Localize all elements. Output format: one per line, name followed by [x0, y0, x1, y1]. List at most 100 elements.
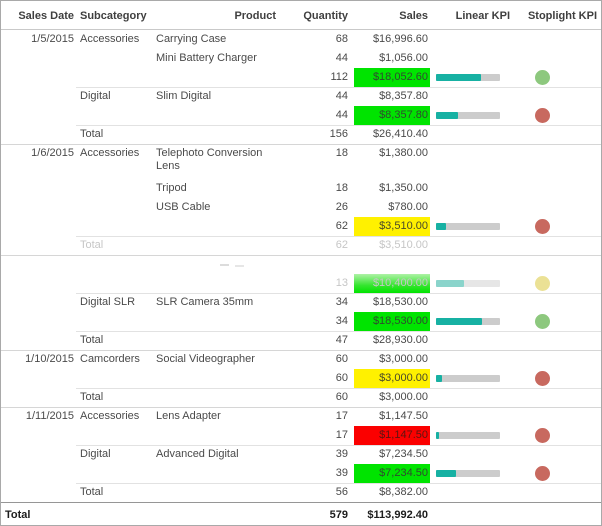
quantity-cell: [280, 255, 352, 274]
stoplight-kpi-cell: [514, 369, 601, 388]
product-cell: Telephoto Conversion Lens: [156, 147, 263, 172]
detail-row[interactable]: Digital SLR SLR Camera 35mm 34 $18,530.00: [1, 293, 601, 312]
product-cell: [152, 236, 280, 255]
sales-cell: $8,382.00: [379, 486, 428, 498]
blank-row[interactable]: [1, 255, 601, 274]
column-header-stoplight-kpi[interactable]: Stoplight KPI: [527, 10, 597, 22]
detail-row[interactable]: Digital Slim Digital 44 $8,357.80: [1, 87, 601, 106]
product-cell: [152, 503, 280, 509]
linear-kpi-cell: [432, 68, 514, 87]
stoplight-kpi-cell: [514, 106, 601, 125]
stoplight-kpi-cell: [514, 217, 601, 236]
grand-total-sales: $113,992.40: [367, 509, 428, 521]
subtotal-row[interactable]: 34 $18,530.00: [1, 312, 601, 331]
sales-date-cell: [1, 49, 76, 68]
sales-date-cell: [1, 106, 76, 125]
linear-kpi-cell: [432, 198, 514, 217]
stoplight-kpi-cell: [514, 125, 601, 144]
subcategory-cell: Camcorders: [80, 353, 140, 365]
subcategory-cell: [76, 68, 152, 87]
sales-cell: $780.00: [388, 201, 428, 213]
subcategory-cell: [76, 426, 152, 445]
sales-cell: $18,530.00: [372, 296, 428, 308]
linear-kpi-bar: [436, 432, 500, 439]
product-cell: Carrying Case: [156, 33, 227, 45]
sales-date-cell: [1, 125, 76, 144]
stoplight-kpi-cell: [514, 49, 601, 68]
quantity-cell: 34: [335, 296, 348, 308]
stoplight-kpi-cell: [514, 464, 601, 483]
detail-row[interactable]: Tripod 18 $1,350.00: [1, 179, 601, 198]
sales-date-cell: [1, 236, 76, 255]
quantity-cell: 62: [335, 239, 348, 251]
sales-date-cell: [1, 87, 76, 106]
quantity-cell: 44: [335, 90, 348, 102]
subcategory-cell: Total: [80, 391, 104, 403]
total-row[interactable]: Total 47 $28,930.00: [1, 331, 601, 350]
sales-cell: $1,147.50: [379, 410, 428, 422]
detail-row[interactable]: 1/6/2015 Accessories Telephoto Conversion …: [1, 144, 601, 179]
total-row[interactable]: Total 60 $3,000.00: [1, 388, 601, 407]
product-cell: Tripod: [156, 182, 187, 194]
stoplight-red-icon: [535, 219, 550, 234]
product-cell: [152, 464, 280, 483]
stoplight-kpi-cell: [514, 274, 601, 293]
column-header-product[interactable]: Product: [234, 10, 276, 22]
product-cell: [152, 426, 280, 445]
detail-row[interactable]: 1/10/2015 Camcorders Social Videographer 60…: [1, 350, 601, 369]
column-header-quantity[interactable]: Quantity: [303, 10, 348, 22]
column-header-sales[interactable]: Sales: [399, 10, 428, 22]
grand-total-row[interactable]: Total 579 $113,992.40: [1, 502, 601, 525]
grand-total-label: Total: [5, 509, 31, 521]
linear-kpi-cell: [432, 426, 514, 445]
stoplight-kpi-cell: [514, 87, 601, 106]
subtotal-row[interactable]: 17 $1,147.50: [1, 426, 601, 445]
quantity-cell: 39: [335, 467, 348, 479]
total-row[interactable]: Total 156 $26,410.40: [1, 125, 601, 144]
detail-row[interactable]: 1/11/2015 Accessories Lens Adapter 17 $1,147…: [1, 407, 601, 426]
stoplight-green-icon: [535, 70, 550, 85]
product-cell: Slim Digital: [156, 90, 212, 102]
quantity-cell: 18: [335, 182, 348, 194]
linear-kpi-cell: [432, 144, 514, 179]
detail-row[interactable]: USB Cable 26 $780.00: [1, 198, 601, 217]
subtotal-row[interactable]: 13 $10,400.00: [1, 274, 601, 293]
subcategory-cell: [76, 106, 152, 125]
quantity-cell: 62: [335, 220, 348, 232]
subtotal-row[interactable]: 60 $3,000.00: [1, 369, 601, 388]
column-header-subcategory[interactable]: Subcategory: [80, 10, 147, 22]
sales-date-cell: 1/11/2015: [25, 410, 74, 422]
product-cell: [152, 331, 280, 350]
product-cell: [152, 312, 280, 331]
subcategory-cell: Total: [80, 239, 104, 251]
column-header-linear-kpi[interactable]: Linear KPI: [455, 10, 510, 22]
total-row[interactable]: Total 56 $8,382.00: [1, 483, 601, 502]
subtotal-row[interactable]: 39 $7,234.50: [1, 464, 601, 483]
subcategory-cell: [76, 312, 152, 331]
sales-date-cell: [1, 388, 76, 407]
detail-row[interactable]: 1/5/2015 Accessories Carrying Case 68 $16,99…: [1, 30, 601, 49]
linear-kpi-bar: [436, 74, 500, 81]
product-cell: Mini Battery Charger: [156, 52, 257, 64]
quantity-cell: 156: [329, 128, 348, 140]
stoplight-kpi-cell: [514, 255, 601, 274]
subtotal-row[interactable]: 112 $18,052.60: [1, 68, 601, 87]
detail-row[interactable]: Mini Battery Charger 44 $1,056.00: [1, 49, 601, 68]
quantity-cell: 60: [335, 353, 348, 365]
linear-kpi-cell: [432, 483, 514, 502]
product-cell: [152, 106, 280, 125]
detail-row[interactable]: Digital Advanced Digital 39 $7,234.50: [1, 445, 601, 464]
subcategory-cell: [76, 503, 152, 509]
subcategory-cell: [76, 217, 152, 236]
subtotal-row[interactable]: 62 $3,510.00: [1, 217, 601, 236]
subcategory-cell: [76, 255, 152, 274]
sales-date-cell: [1, 68, 76, 87]
stoplight-kpi-cell: [514, 445, 601, 464]
linear-kpi-cell: [432, 274, 514, 293]
total-row[interactable]: Total 62 $3,510.00: [1, 236, 601, 255]
sales-date-cell: [1, 483, 76, 502]
sales-cell: $1,350.00: [379, 182, 428, 194]
column-header-sales-date[interactable]: Sales Date: [18, 10, 74, 22]
subtotal-row[interactable]: 44 $8,357.80: [1, 106, 601, 125]
sales-date-cell: [1, 274, 76, 293]
